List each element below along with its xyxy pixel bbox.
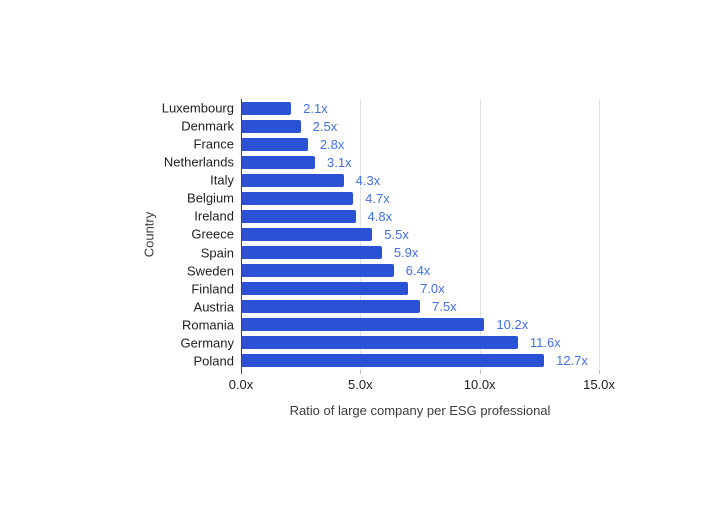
bar-row: Spain 5.9x: [201, 244, 599, 262]
bar-row: Belgium 4.7x: [187, 189, 599, 207]
value-label: 2.5x: [312, 118, 338, 134]
gridline: [599, 99, 600, 370]
category-label: Greece: [191, 226, 234, 242]
value-label: 2.1x: [303, 100, 328, 116]
x-axis-tick: [360, 370, 362, 374]
x-tick-label: 10.0x: [463, 377, 496, 392]
plot-area: Luxembourg 2.1x Denmark 2.5x France 2.8x Nethe…: [162, 99, 615, 392]
gridline: [479, 99, 481, 370]
category-label: Romania: [181, 317, 234, 333]
value-label: 5.5x: [384, 226, 409, 242]
bar-row: Austria 7.5x: [194, 298, 599, 316]
category-label: Netherlands: [163, 154, 234, 170]
bar-row: Greece 5.5x: [191, 225, 599, 243]
value-label: 7.0x: [420, 281, 445, 297]
category-label: Spain: [200, 245, 234, 261]
x-axis-tick: [479, 370, 481, 374]
bar-rows: Luxembourg 2.1x Denmark 2.5x France 2.8x Nethe…: [162, 99, 599, 370]
x-axis-title: Ratio of large company per ESG professio…: [289, 403, 551, 418]
bar-row: Netherlands 3.1x: [164, 153, 599, 171]
bar-luxembourg: [241, 101, 292, 115]
x-tick-label: 5.0x: [348, 377, 373, 392]
bar-finland: [241, 282, 409, 296]
category-label: Belgium: [187, 190, 234, 206]
bar-row: Luxembourg 2.1x: [162, 99, 599, 117]
value-label: 4.3x: [355, 172, 381, 188]
bar-germany: [241, 336, 518, 350]
value-label: 11.6x: [529, 335, 561, 351]
bar-poland: [241, 354, 545, 368]
category-label: France: [193, 136, 234, 152]
category-label: Luxembourg: [161, 100, 234, 116]
x-tick-label: 0.0x: [228, 377, 254, 392]
value-label: 7.5x: [432, 299, 457, 315]
value-label: 4.7x: [365, 190, 390, 206]
bar-row: France 2.8x: [194, 135, 599, 153]
value-label: 6.4x: [405, 263, 431, 279]
bar-austria: [241, 300, 420, 314]
bar-spain: [241, 246, 382, 260]
category-label: Finland: [191, 281, 234, 297]
bar-ireland: [241, 209, 356, 223]
value-label: 5.9x: [393, 245, 419, 261]
bar-row: Poland 12.7x: [194, 352, 599, 370]
category-label: Sweden: [187, 263, 234, 279]
bar-netherlands: [241, 155, 315, 169]
bar-row: Italy 4.3x: [210, 171, 599, 189]
bar-greece: [241, 227, 373, 241]
value-label: 3.1x: [326, 154, 352, 170]
category-label: Italy: [210, 172, 234, 188]
bar-sweden: [241, 264, 394, 278]
y-axis-title: Country: [141, 211, 157, 258]
bar-row: Denmark 2.5x: [181, 117, 599, 135]
value-label: 2.8x: [319, 136, 345, 152]
category-label: Poland: [193, 353, 234, 369]
y-axis-title-wrap: Country: [138, 99, 160, 370]
bar-italy: [241, 173, 344, 187]
bar-row: Romania 10.2x: [182, 316, 599, 334]
bar-denmark: [241, 119, 301, 133]
value-label: 12.7x: [556, 353, 588, 369]
bar-belgium: [241, 191, 354, 205]
y-axis-line: [241, 99, 242, 374]
category-label: Denmark: [181, 118, 234, 134]
value-label: 10.2x: [496, 317, 529, 333]
bar-row: Ireland 4.8x: [194, 207, 599, 225]
bar-row: Finland 7.0x: [191, 280, 599, 298]
x-axis-tick: [599, 370, 600, 374]
bar-france: [241, 137, 308, 151]
bar-row: Germany 11.6x: [181, 334, 599, 352]
x-tick-label: 15.0x: [583, 377, 615, 392]
category-label: Ireland: [194, 208, 234, 224]
value-label: 4.8x: [367, 208, 393, 224]
category-label: Germany: [180, 335, 234, 351]
category-label: Austria: [193, 299, 234, 315]
bar-row: Sweden 6.4x: [187, 262, 599, 280]
bar-romania: [241, 318, 485, 332]
